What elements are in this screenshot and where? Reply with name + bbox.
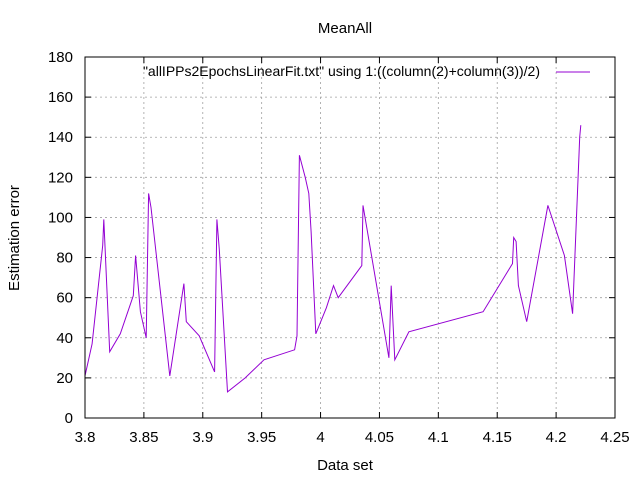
x-tick-label: 4	[316, 429, 324, 446]
series-line	[84, 125, 582, 393]
chart-title: MeanAll	[318, 20, 372, 37]
legend: "allIPPs2EpochsLinearFit.txt" using 1:((…	[143, 63, 590, 79]
y-tick-label: 140	[48, 129, 73, 146]
y-tick-label: 20	[56, 370, 73, 387]
y-tick-label: 60	[56, 290, 73, 307]
x-tick-label: 4.15	[483, 429, 512, 446]
x-axis-label: Data set	[317, 457, 374, 474]
x-tick-label: 4.2	[546, 429, 567, 446]
y-axis-label: Estimation error	[6, 185, 23, 291]
axes: 3.8 3.85 3.9 3.95 4 4.05 4.1 4.15 4.2 4.25 0 20 40 60…	[48, 49, 630, 446]
y-tick-label: 120	[48, 169, 73, 186]
x-tick-label: 4.25	[600, 429, 629, 446]
x-tick-label: 3.85	[129, 429, 158, 446]
y-tick-label: 0	[65, 410, 73, 427]
plot-frame	[84, 56, 616, 419]
grid-lines	[85, 57, 615, 418]
x-tick-label: 4.05	[365, 429, 394, 446]
y-tick-label: 160	[48, 89, 73, 106]
y-tick-label: 40	[56, 330, 73, 347]
y-tick-label: 100	[48, 209, 73, 226]
y-tick-label: 80	[56, 250, 73, 267]
x-tick-label: 4.1	[428, 429, 449, 446]
series-layer	[84, 125, 582, 393]
x-tick-label: 3.9	[192, 429, 213, 446]
x-tick-label: 3.95	[247, 429, 276, 446]
y-tick-label: 180	[48, 49, 73, 66]
x-tick-label: 3.8	[75, 429, 96, 446]
legend-entry-label: "allIPPs2EpochsLinearFit.txt" using 1:((…	[143, 63, 540, 79]
